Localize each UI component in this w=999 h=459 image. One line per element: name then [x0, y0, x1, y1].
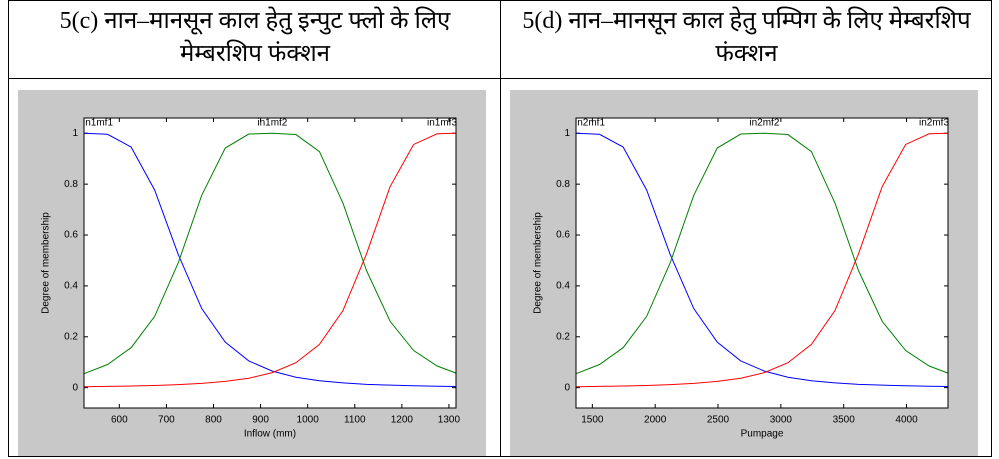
caption: 5(c) नान–मानसून काल हेतु इन्पुट फ्लो के … — [9, 1, 501, 79]
y-tick-label: 0.2 — [556, 331, 570, 342]
y-tick-label: 0.4 — [64, 281, 78, 292]
x-tick-label: 600 — [111, 415, 128, 426]
y-tick-label: 0.8 — [64, 179, 78, 190]
mf-label: in1mf1 — [83, 118, 113, 129]
mf-label: in1mf3 — [427, 118, 457, 129]
y-tick-label: 1 — [564, 128, 570, 139]
plot-panel: 0 0.2 0.4 0.6 0.8 1 600 700 800 900 1000 1100 1200 13… — [18, 90, 486, 456]
x-axis-label: Inflow (mm) — [244, 429, 296, 440]
chart: 0 0.2 0.4 0.6 0.8 1 1500 2000 2500 3000 3500 4000 in… — [533, 117, 949, 440]
y-tick-label: 0.8 — [556, 179, 570, 190]
axes-frame — [83, 117, 457, 409]
series-line — [83, 132, 457, 388]
series-line — [575, 132, 949, 375]
cell: 5(d) नान–मानसून काल हेतु पम्पिग के लिए म… — [500, 1, 992, 457]
series-line — [575, 132, 949, 388]
x-tick-label: 4000 — [895, 415, 918, 426]
x-tick-label: 1300 — [438, 415, 461, 426]
y-axis-label: Degree of membership — [41, 212, 52, 314]
plot-panel: 0 0.2 0.4 0.6 0.8 1 1500 2000 2500 3000 3500 4000 in… — [510, 90, 978, 456]
x-tick-label: 1100 — [344, 415, 366, 426]
series-line — [83, 132, 457, 388]
caption: 5(d) नान–मानसून काल हेतु पम्पिग के लिए म… — [501, 1, 992, 79]
plot-area — [576, 118, 948, 408]
y-tick-label: 0.4 — [556, 281, 570, 292]
y-tick-label: 0.6 — [556, 230, 570, 241]
x-tick-label: 700 — [158, 415, 175, 426]
series-line — [575, 132, 949, 388]
mf-label: in2mf3 — [919, 118, 949, 129]
x-tick-label: 2500 — [707, 415, 730, 426]
x-axis-label: Pumpage — [741, 429, 784, 440]
figure-table: 5(c) नान–मानसून काल हेतु इन्पुट फ्लो के … — [8, 0, 992, 457]
y-tick-label: 0 — [564, 382, 570, 393]
y-tick-label: 0.6 — [64, 230, 78, 241]
y-axis-label: Degree of membership — [533, 212, 544, 314]
mf-label: in2mf1 — [575, 118, 605, 129]
axes-frame — [575, 117, 949, 409]
chart: 0 0.2 0.4 0.6 0.8 1 600 700 800 900 1000 1100 1200 13… — [41, 117, 461, 440]
y-tick-label: 0 — [72, 382, 78, 393]
x-tick-label: 3000 — [770, 415, 793, 426]
x-tick-label: 800 — [205, 415, 222, 426]
x-tick-label: 1000 — [297, 415, 320, 426]
mf-label: in1mf2 — [257, 118, 287, 129]
plot-area — [84, 118, 456, 408]
series-line — [83, 132, 457, 375]
x-tick-label: 3500 — [833, 415, 856, 426]
mf-label: in2mf2 — [749, 118, 779, 129]
x-tick-label: 1200 — [391, 415, 414, 426]
cell: 5(c) नान–मानसून काल हेतु इन्पुट फ्लो के … — [9, 1, 501, 457]
x-tick-label: 1500 — [581, 415, 604, 426]
x-tick-label: 900 — [252, 415, 269, 426]
y-tick-label: 0.2 — [64, 331, 78, 342]
y-tick-label: 1 — [72, 128, 78, 139]
x-tick-label: 2000 — [644, 415, 667, 426]
